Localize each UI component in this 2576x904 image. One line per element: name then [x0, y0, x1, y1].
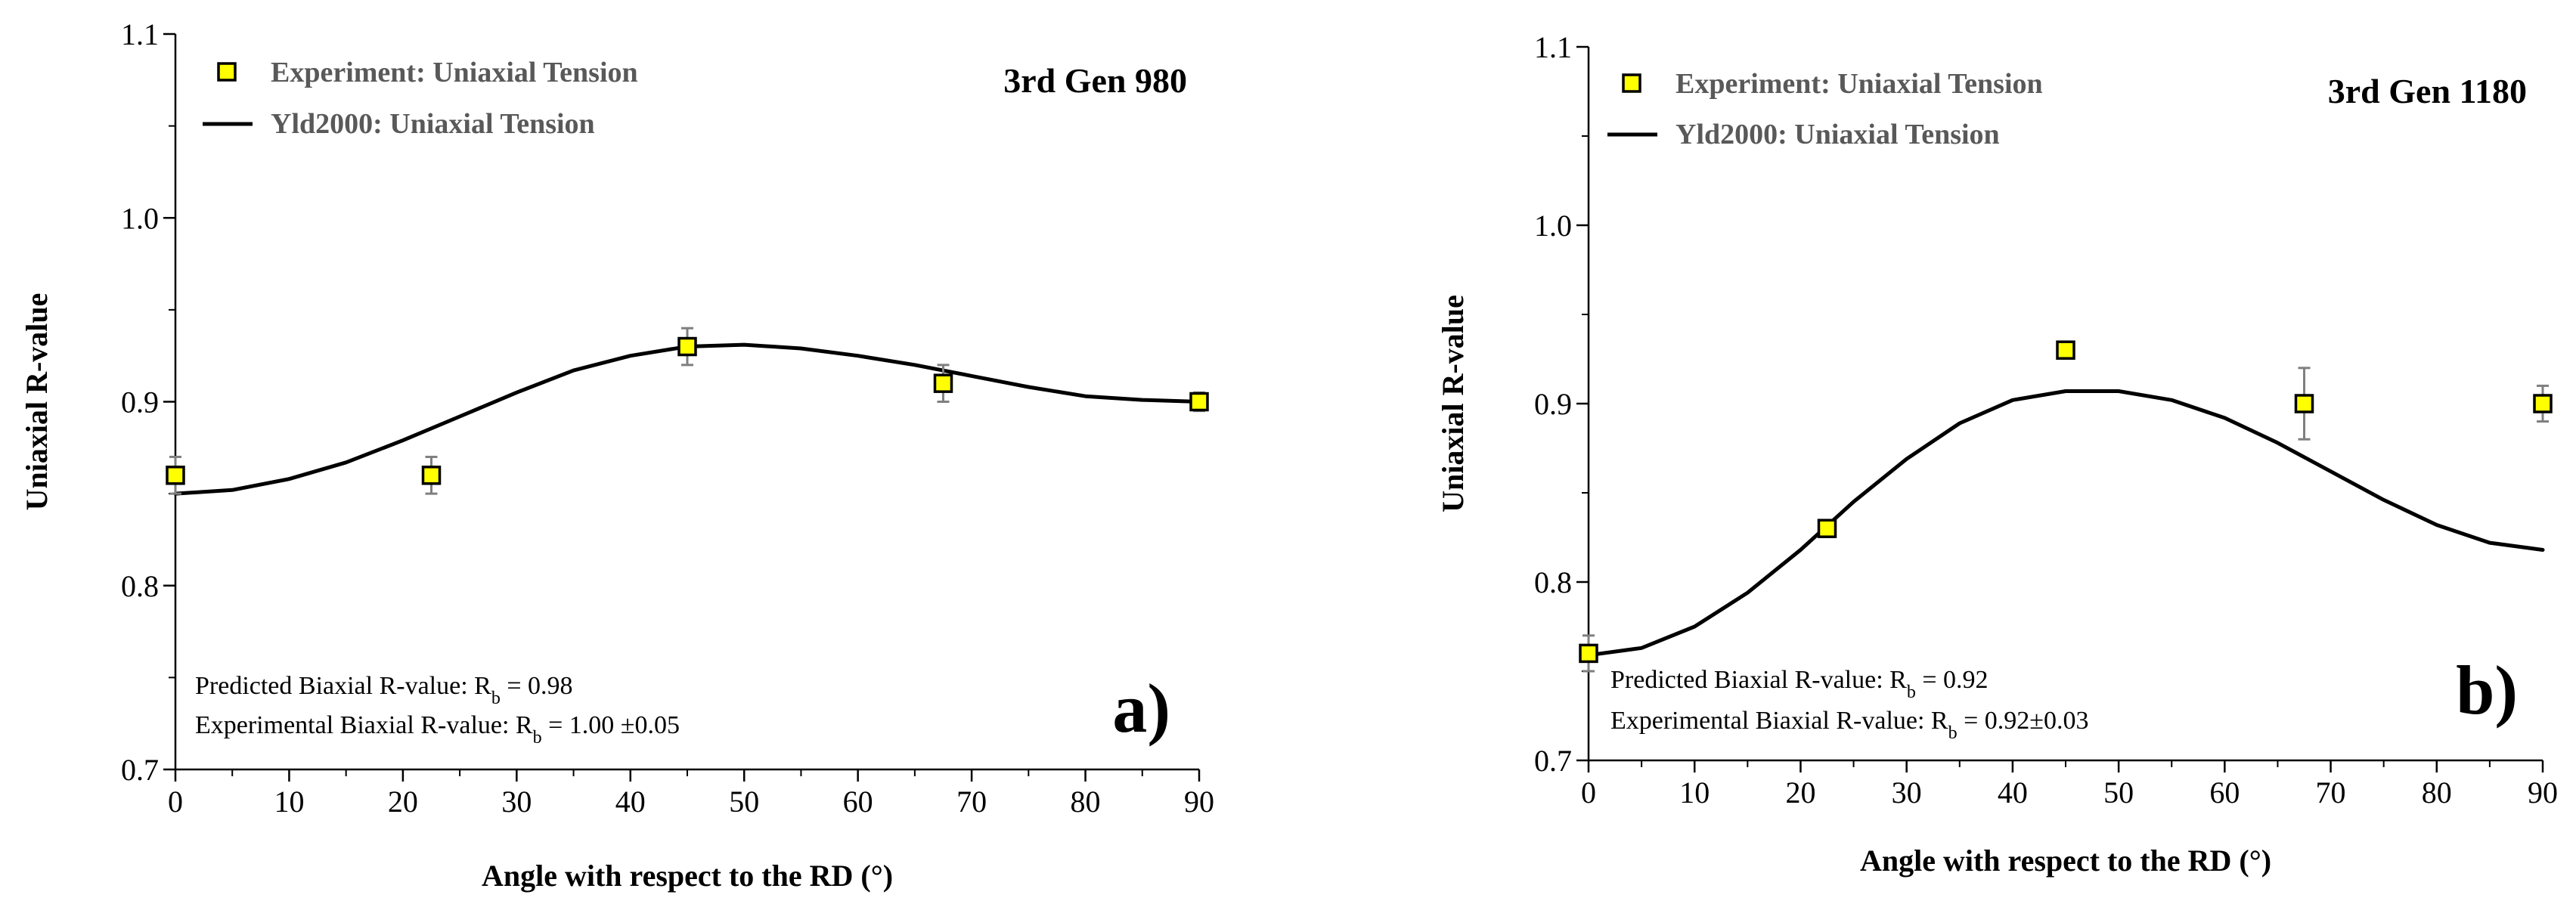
x-tick-label: 60 — [843, 785, 873, 819]
x-tick-label: 20 — [388, 785, 418, 819]
x-tick-label: 90 — [1184, 785, 1214, 819]
y-tick-label: 0.7 — [1534, 744, 1572, 778]
experiment-point — [1189, 392, 1209, 412]
x-tick-label: 80 — [2422, 776, 2452, 810]
chart-panel-b: 0.7 0.8 0.9 1.0 1.1 0 10 20 30 40 50 60 70 80 90 Angle … — [1436, 30, 2558, 878]
y-tick-label: 1.0 — [121, 201, 159, 235]
experiment-point — [677, 336, 697, 357]
predicted-biaxial-annotation: Predicted Biaxial R-value: Rb = 0.92 — [1610, 666, 1989, 702]
x-tick-label: 50 — [729, 785, 759, 819]
experimental-prefix: Experimental Biaxial R-value: R — [195, 711, 533, 739]
x-tick-label: 90 — [2528, 776, 2558, 810]
x-tick-label: 30 — [1892, 776, 1922, 810]
experiment-point — [1579, 643, 1598, 664]
experimental-value: = 1.00 ±0.05 — [542, 711, 680, 739]
y-tick-label: 0.7 — [121, 753, 159, 787]
experiment-point — [2294, 394, 2314, 413]
legend-marker-experiment — [1622, 73, 1641, 93]
x-tick-label: 80 — [1071, 785, 1101, 819]
y-axis-title: Uniaxial R-value — [20, 293, 54, 511]
y-tick-label: 0.9 — [1534, 387, 1572, 421]
y-tick-label: 1.1 — [121, 17, 159, 51]
experiment-point — [933, 373, 953, 393]
x-tick-label: 0 — [1581, 776, 1596, 810]
x-tick-label: 0 — [168, 785, 183, 819]
x-tick-label: 50 — [2103, 776, 2134, 810]
y-tick-label: 1.1 — [1534, 30, 1572, 64]
y-axis-title: Uniaxial R-value — [1436, 295, 1470, 512]
x-tick-label: 10 — [274, 785, 304, 819]
y-tick-label: 0.9 — [121, 385, 159, 419]
experiment-point — [166, 466, 185, 485]
predicted-prefix: Predicted Biaxial R-value: R — [195, 672, 491, 700]
x-tick-label: 70 — [2316, 776, 2346, 810]
predicted-subscript: b — [491, 689, 501, 708]
panel-label: a) — [1112, 670, 1170, 747]
legend-label-model: Yld2000: Uniaxial Tension — [271, 108, 595, 140]
panel-label: b) — [2456, 652, 2518, 729]
predicted-subscript: b — [1907, 683, 1916, 702]
experimental-subscript: b — [533, 728, 542, 748]
x-tick-label: 40 — [615, 785, 646, 819]
model-curve — [173, 342, 1201, 496]
y-tick-label: 1.0 — [1534, 209, 1572, 243]
x-tick-label: 20 — [1785, 776, 1815, 810]
legend-label-experiment: Experiment: Uniaxial Tension — [271, 57, 638, 88]
model-curve — [1586, 389, 2545, 658]
experimental-subscript: b — [1948, 723, 1958, 743]
x-axis-title: Angle with respect to the RD (°) — [1860, 844, 2271, 878]
predicted-biaxial-annotation: Predicted Biaxial R-value: Rb = 0.98 — [195, 672, 573, 708]
experiment-point — [2056, 340, 2075, 360]
x-tick-label: 60 — [2209, 776, 2240, 810]
experimental-biaxial-annotation: Experimental Biaxial R-value: Rb = 0.92±… — [1610, 707, 2088, 743]
experimental-prefix: Experimental Biaxial R-value: R — [1610, 707, 1948, 735]
chart-title: 3rd Gen 980 — [1003, 61, 1187, 100]
predicted-value: = 0.98 — [501, 672, 573, 700]
x-tick-label: 30 — [501, 785, 532, 819]
experimental-biaxial-annotation: Experimental Biaxial R-value: Rb = 1.00 … — [195, 711, 680, 748]
x-tick-label: 40 — [1998, 776, 2028, 810]
legend-label-model: Yld2000: Uniaxial Tension — [1675, 119, 2000, 150]
predicted-value: = 0.92 — [1916, 666, 1989, 694]
legend-label-experiment: Experiment: Uniaxial Tension — [1675, 68, 2043, 100]
x-tick-label: 10 — [1679, 776, 1710, 810]
x-axis-title: Angle with respect to the RD (°) — [482, 859, 893, 893]
y-tick-label: 0.8 — [1534, 565, 1572, 599]
predicted-prefix: Predicted Biaxial R-value: R — [1610, 666, 1907, 694]
experiment-point — [421, 466, 442, 485]
experiment-point — [1817, 519, 1837, 538]
chart-panel-a: 0.7 0.8 0.9 1.0 1.1 0 10 20 30 40 50 60 70 80 90 Angle … — [20, 17, 1214, 893]
experiment-point — [2533, 394, 2553, 413]
chart-title: 3rd Gen 1180 — [2328, 72, 2527, 110]
x-tick-label: 70 — [956, 785, 987, 819]
legend-marker-experiment — [217, 62, 237, 82]
experimental-value: = 0.92±0.03 — [1958, 707, 2089, 735]
y-tick-label: 0.8 — [121, 569, 159, 603]
